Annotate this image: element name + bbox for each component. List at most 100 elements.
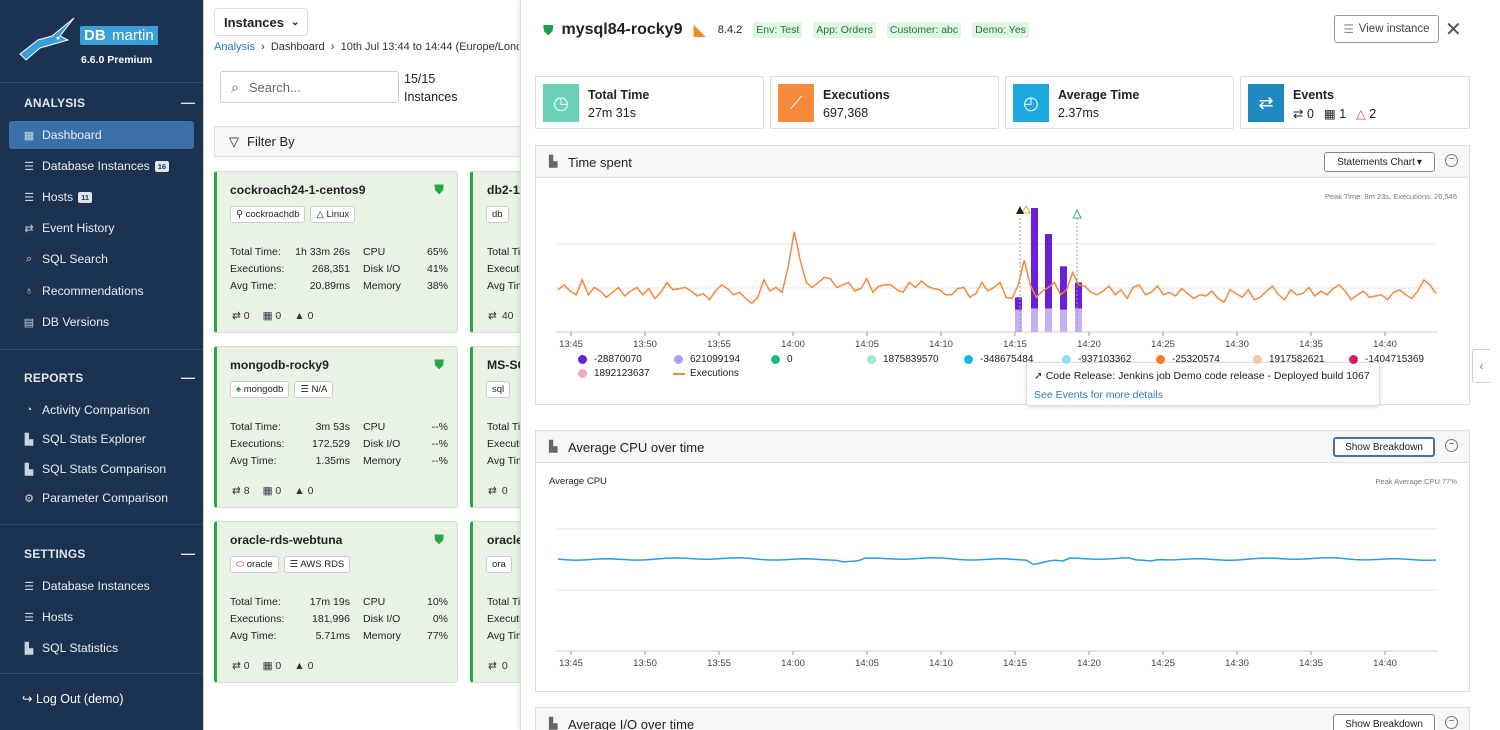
collapse-icon[interactable]: −: [1445, 439, 1458, 452]
memory-value: 38%: [426, 280, 448, 292]
alert-value: 0: [307, 660, 314, 672]
kpi-title: Total Time: [588, 88, 650, 102]
sidebar-item-sql-stats-explorer[interactable]: ▙ SQL Stats Explorer: [9, 425, 194, 453]
tag-label: cockroachdb: [245, 209, 300, 220]
alert-count: ▲ 0: [294, 485, 313, 497]
changes-count[interactable]: ⇄ 0: [1293, 106, 1314, 121]
legend-item[interactable]: 1892123637: [578, 368, 650, 379]
breadcrumb-analysis[interactable]: Analysis: [214, 41, 255, 53]
sidebar-item-parameter-comparison[interactable]: ⚙ Parameter Comparison: [9, 484, 194, 512]
instance-name[interactable]: oracle-rds-webtuna: [230, 533, 343, 547]
bar-chart-icon: ▙: [24, 463, 34, 476]
sidebar-item-event-history[interactable]: ⇄ Event History: [9, 214, 194, 242]
logo-db: DB: [80, 26, 110, 45]
swap-icon: ⇄: [232, 310, 241, 322]
logout-link[interactable]: ↪ Log Out (demo): [22, 691, 124, 706]
legend-label: 1917582621: [1269, 354, 1325, 365]
instance-name[interactable]: db2-11: [487, 183, 526, 197]
oracle-icon: ⬭: [236, 559, 247, 570]
expand-panel-chevron-icon[interactable]: ‹: [1472, 349, 1490, 383]
sidebar-item-recommendations[interactable]: ♁ Recommendations: [9, 277, 194, 305]
legend-item[interactable]: -28870070: [578, 354, 642, 365]
view-instance-button[interactable]: ☰ View instance: [1334, 15, 1439, 43]
breadcrumb-time-range[interactable]: 10th Jul 13:44 to 14:44 (Europe/London): [340, 41, 519, 53]
legend-item[interactable]: 1917582621: [1253, 354, 1325, 365]
see-events-link[interactable]: See Events for more details: [1034, 389, 1163, 401]
analysis-section-header[interactable]: ANALYSIS —: [24, 94, 195, 110]
sidebar-item-settings-database-instances[interactable]: ☰ Database Instances: [9, 572, 194, 600]
close-icon[interactable]: ✕: [1445, 19, 1462, 41]
legend-label: -28870070: [594, 354, 642, 365]
legend-item[interactable]: 0: [771, 354, 793, 365]
breadcrumb-dashboard[interactable]: Dashboard: [270, 41, 325, 53]
cpu-value: --%: [431, 421, 448, 433]
legend-item[interactable]: 621099194: [674, 354, 740, 365]
statements-chart-dropdown[interactable]: Statements Chart ▾: [1324, 152, 1435, 172]
alert-count: ▲ 0: [294, 660, 313, 672]
stat-label: Avg Tim: [487, 455, 525, 467]
x-tick-label: 14:15: [1003, 658, 1027, 669]
chart-icon: ▙: [549, 441, 558, 453]
instance-stats: Total Ti Executi Avg Tim: [487, 419, 529, 470]
shield-check-icon: ⛊: [434, 532, 444, 547]
instances-dropdown[interactable]: Instances ⌄: [214, 8, 308, 36]
collapse-icon[interactable]: −: [1445, 154, 1458, 167]
alert-count[interactable]: △ 2: [1356, 106, 1376, 121]
sidebar-item-dashboard[interactable]: ▦ Dashboard: [9, 121, 194, 149]
grid-icon: ▦: [23, 129, 35, 142]
collapse-icon[interactable]: —: [181, 94, 196, 110]
legend-item[interactable]: Executions: [673, 368, 739, 379]
stat-label: Executions:: [230, 438, 285, 450]
legend-item[interactable]: -937103362: [1062, 354, 1131, 365]
instance-card[interactable]: mongodb-rocky9 ⛊ ♠ mongodb ☰ N/A Total Ti…: [214, 346, 458, 508]
legend-item[interactable]: -1404715369: [1349, 354, 1424, 365]
x-tick-label: 14:00: [781, 658, 805, 669]
instance-stats: Total Ti Executi Avg Tim: [487, 244, 529, 295]
sidebar-item-sql-stats-comparison[interactable]: ▙ SQL Stats Comparison: [9, 455, 194, 483]
sidebar-item-settings-hosts[interactable]: ☰ Hosts: [9, 603, 194, 631]
instance-name[interactable]: MS-SQ: [487, 358, 527, 372]
search-icon: ⌕: [25, 252, 33, 265]
warning-marker-icon: [1072, 208, 1082, 219]
reports-section-header[interactable]: REPORTS —: [24, 369, 195, 385]
legend-label: -25320574: [1172, 354, 1220, 365]
cpu-value: 10%: [426, 596, 448, 608]
sidebar-item-hosts[interactable]: ☰ Hosts 11: [9, 183, 194, 211]
instance-stats: Total Ti Executi Avg Tim: [487, 594, 529, 645]
legend-label: -937103362: [1078, 354, 1132, 365]
collapse-icon[interactable]: —: [181, 545, 196, 561]
shield-check-icon: ⛊: [543, 21, 554, 38]
legend-swatch: [1062, 355, 1071, 364]
instance-name[interactable]: cockroach24-1-centos9: [230, 183, 366, 197]
collapse-icon[interactable]: —: [181, 369, 196, 385]
instance-name[interactable]: mongodb-rocky9: [230, 358, 329, 372]
bar-segment-light: [1031, 308, 1038, 332]
sidebar-item-database-instances[interactable]: ☰ Database Instances 16: [9, 152, 194, 180]
sidebar-item-settings-sql-statistics[interactable]: ▙ SQL Statistics: [9, 634, 194, 662]
legend-label: -1404715369: [1365, 354, 1424, 365]
sidebar-item-sql-search[interactable]: ⌕ SQL Search: [9, 245, 194, 273]
warning-icon: ▲: [294, 310, 305, 322]
settings-section-header[interactable]: SETTINGS —: [24, 545, 195, 561]
instance-card[interactable]: oracle-rds-webtuna ⛊ ⬭ oracle ☰ AWS RDS T…: [214, 521, 458, 683]
sidebar-item-db-versions[interactable]: ▤ DB Versions: [9, 308, 194, 336]
calendar-count[interactable]: ▦ 1: [1324, 106, 1346, 121]
instance-card[interactable]: cockroach24-1-centos9 ⛊ ⚲ cockroachdb △ L…: [214, 171, 458, 333]
linux-icon: △: [316, 209, 327, 220]
sidebar-item-activity-comparison[interactable]: ◔ Activity Comparison: [9, 396, 194, 424]
os-tag: ☰ AWS RDS: [283, 556, 351, 573]
show-breakdown-button[interactable]: Show Breakdown: [1333, 714, 1435, 730]
legend-item[interactable]: 1875839570: [867, 354, 939, 365]
filter-by-bar[interactable]: ▽ Filter By: [214, 126, 524, 157]
tag-label: mongodb: [243, 384, 284, 395]
search-input[interactable]: ⌕ Search...: [220, 71, 399, 103]
dbmarlin-logo[interactable]: DB martin 6.6.0 Premium: [18, 12, 188, 72]
kpi-events: ⇄ Events ⇄ 0 ▦ 1 △ 2: [1240, 76, 1470, 129]
server-icon: ☰: [300, 384, 312, 395]
legend-item[interactable]: -25320574: [1156, 354, 1220, 365]
rocket-marker-icon: [1016, 206, 1024, 214]
legend-item[interactable]: -348675484: [964, 354, 1033, 365]
instance-name[interactable]: oracle: [487, 533, 523, 547]
show-breakdown-button[interactable]: Show Breakdown: [1333, 437, 1435, 457]
collapse-icon[interactable]: −: [1445, 716, 1458, 729]
